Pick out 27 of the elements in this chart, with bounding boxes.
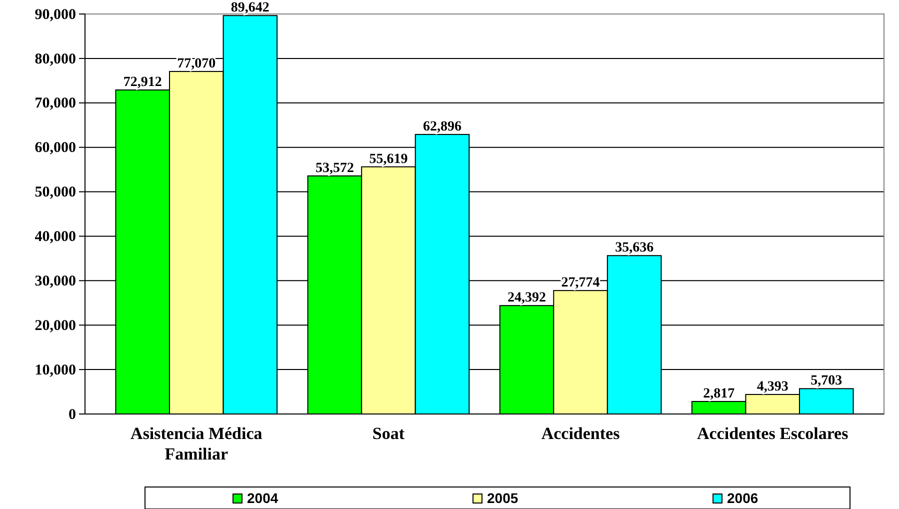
data-label: 24,392 bbox=[508, 290, 546, 306]
data-label: 53,572 bbox=[315, 160, 354, 176]
y-tick-label: 90,000 bbox=[34, 6, 76, 23]
y-tick-label: 20,000 bbox=[34, 318, 76, 334]
y-tick-label: 10,000 bbox=[34, 362, 76, 378]
y-tick-label: 60,000 bbox=[34, 140, 76, 156]
legend-label: 2005 bbox=[487, 490, 518, 506]
data-label: 55,619 bbox=[369, 152, 408, 167]
y-tick-label: 30,000 bbox=[34, 273, 76, 290]
y-tick-label: 40,000 bbox=[34, 229, 76, 246]
x-tick-label: Accidentes Escolares bbox=[696, 424, 849, 444]
x-tick-label: Asistencia Médica Familiar bbox=[130, 424, 263, 464]
data-label: 4,393 bbox=[756, 379, 788, 394]
y-tick-label: 70,000 bbox=[34, 96, 76, 112]
legend-label: 2006 bbox=[727, 490, 758, 506]
legend-label: 2004 bbox=[247, 490, 278, 506]
y-tick-label: 80,000 bbox=[34, 51, 76, 68]
y-tick-label: 50,000 bbox=[34, 184, 76, 201]
data-label: 62,896 bbox=[422, 119, 462, 134]
data-label: 5,703 bbox=[810, 374, 842, 389]
data-label: 2,817 bbox=[703, 386, 735, 402]
x-tick-label: Accidentes bbox=[541, 424, 620, 444]
data-label: 89,642 bbox=[230, 0, 270, 16]
data-label: 72,912 bbox=[123, 74, 162, 90]
x-tick-label: Soat bbox=[372, 424, 405, 444]
y-tick-label: 0 bbox=[68, 406, 76, 423]
data-label: 35,636 bbox=[615, 240, 654, 256]
